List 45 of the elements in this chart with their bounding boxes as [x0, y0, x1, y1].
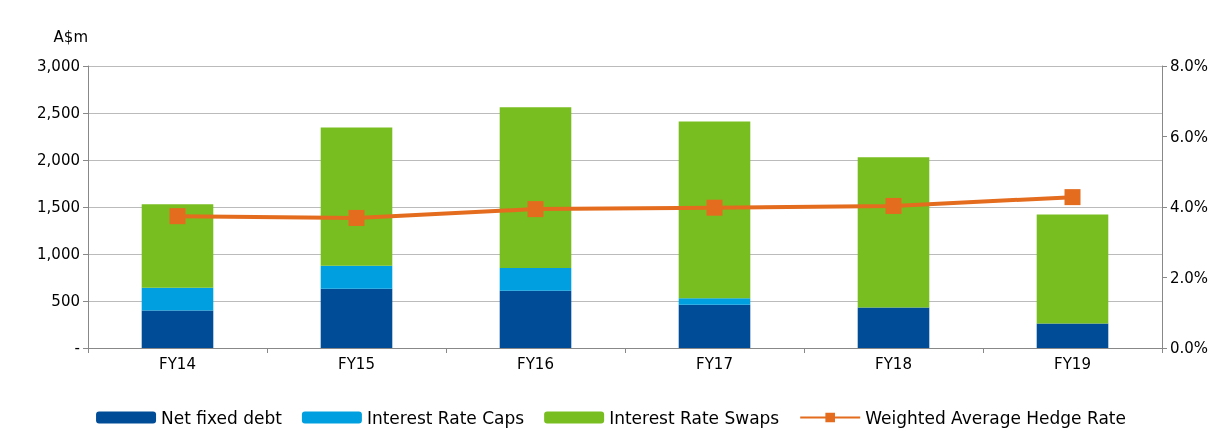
- x-tick-label: FY14: [159, 354, 196, 373]
- y-axis-title: A$m: [53, 27, 88, 46]
- y-tick-label: 2,000: [37, 151, 80, 169]
- legend-label: Interest Rate Caps: [366, 407, 525, 428]
- bar: [320, 288, 393, 348]
- point: [706, 199, 723, 216]
- bar: [857, 157, 930, 308]
- bar: [499, 290, 572, 348]
- x-tick-label: FY17: [696, 354, 733, 373]
- bar: [857, 307, 930, 348]
- y-tick-label: 500: [51, 292, 80, 310]
- point: [1064, 189, 1081, 206]
- y-tick-label: 3,000: [37, 57, 80, 75]
- y-tick-label: 1,000: [37, 245, 80, 263]
- y2-tick-label: 2.0%: [1170, 268, 1209, 287]
- bar: [678, 121, 751, 299]
- bar: [320, 265, 393, 289]
- legend-label: Net fixed debt: [161, 407, 283, 428]
- bar: [1036, 214, 1109, 324]
- point: [527, 201, 544, 218]
- y-tick-label: 1,500: [37, 198, 80, 216]
- bar: [141, 310, 214, 348]
- y-tick-label: 2,500: [37, 104, 80, 122]
- bar: [320, 127, 393, 266]
- bar: [499, 107, 572, 269]
- x-tick-label: FY19: [1054, 354, 1091, 373]
- bar: [678, 298, 751, 305]
- legend-label: Weighted Average Hedge Rate: [865, 407, 1126, 428]
- bar: [499, 268, 572, 291]
- y2-tick-label: 4.0%: [1170, 198, 1209, 216]
- legend-label: Interest Rate Swaps: [609, 407, 780, 428]
- y2-tick-label: 8.0%: [1170, 57, 1209, 75]
- y2-tick-label: 6.0%: [1170, 127, 1209, 146]
- point: [348, 209, 365, 226]
- x-tick-label: FY18: [875, 354, 912, 373]
- y2-tick-label: 0.0%: [1170, 339, 1209, 357]
- y-tick-label: -: [74, 339, 80, 357]
- bar: [1036, 323, 1109, 348]
- x-tick-label: FY16: [517, 354, 554, 373]
- x-tick-label: FY15: [338, 354, 375, 373]
- bar: [141, 204, 214, 288]
- point: [169, 208, 186, 225]
- bar: [678, 304, 751, 348]
- bar: [141, 287, 214, 311]
- point: [885, 197, 902, 214]
